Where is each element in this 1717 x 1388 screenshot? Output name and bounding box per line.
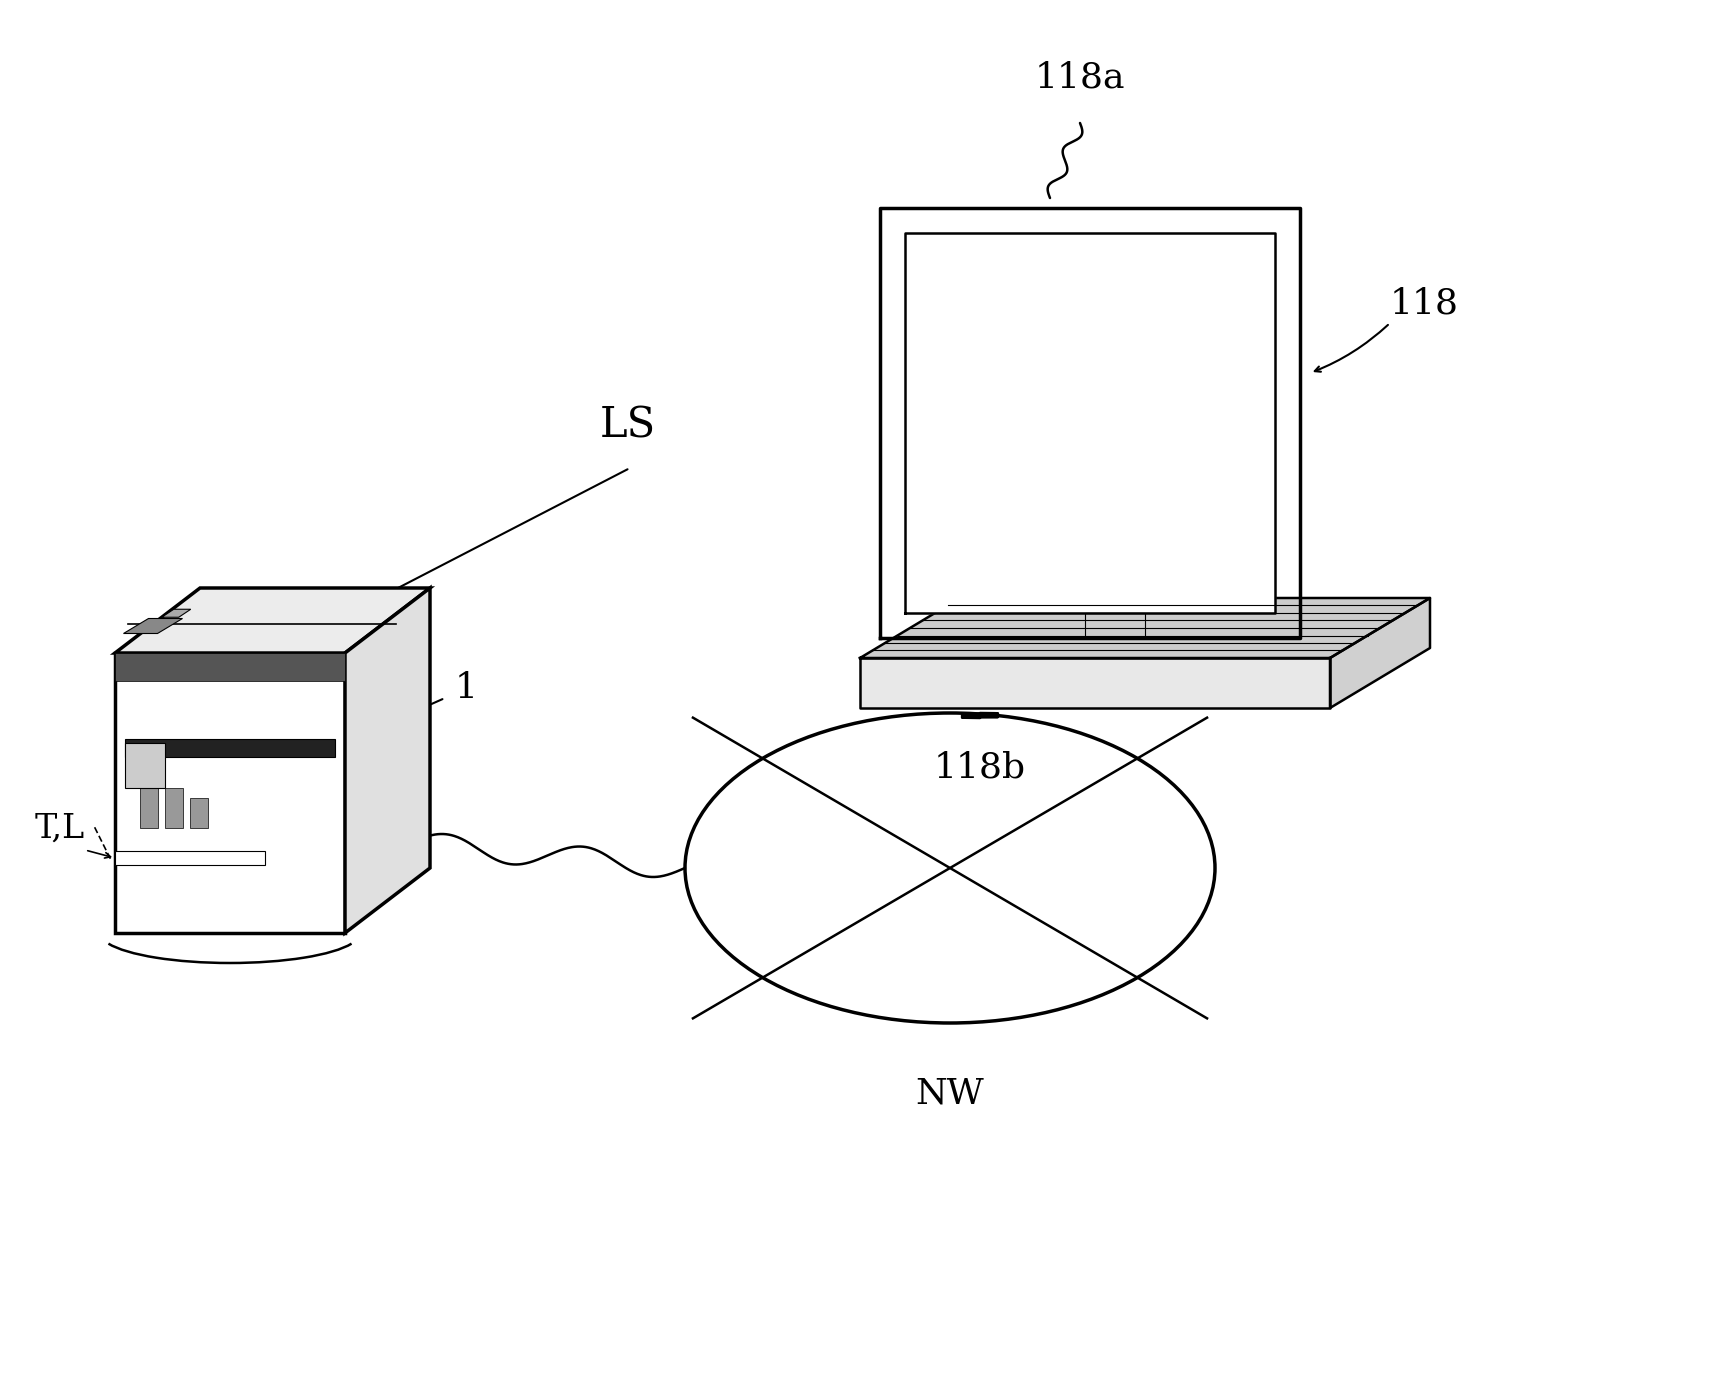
Bar	[141, 788, 158, 829]
Bar	[115, 851, 264, 865]
Polygon shape	[881, 208, 1300, 638]
Polygon shape	[1331, 598, 1430, 708]
Polygon shape	[161, 609, 191, 618]
Polygon shape	[860, 658, 1331, 708]
Polygon shape	[860, 598, 1430, 658]
Text: 1: 1	[455, 670, 477, 705]
Text: 118b: 118b	[934, 751, 1027, 786]
Polygon shape	[345, 589, 429, 933]
Text: 118: 118	[1391, 286, 1459, 321]
Polygon shape	[905, 233, 1276, 613]
Polygon shape	[115, 589, 429, 652]
Polygon shape	[115, 652, 345, 933]
Bar	[125, 743, 165, 788]
Text: NW: NW	[915, 1076, 984, 1110]
Polygon shape	[124, 619, 182, 633]
Bar	[125, 738, 335, 756]
Text: LS: LS	[599, 405, 656, 447]
Bar	[115, 652, 345, 682]
Bar	[165, 788, 184, 829]
Text: T,L: T,L	[34, 813, 86, 845]
Text: 118a: 118a	[1035, 61, 1125, 94]
Bar	[191, 798, 208, 829]
